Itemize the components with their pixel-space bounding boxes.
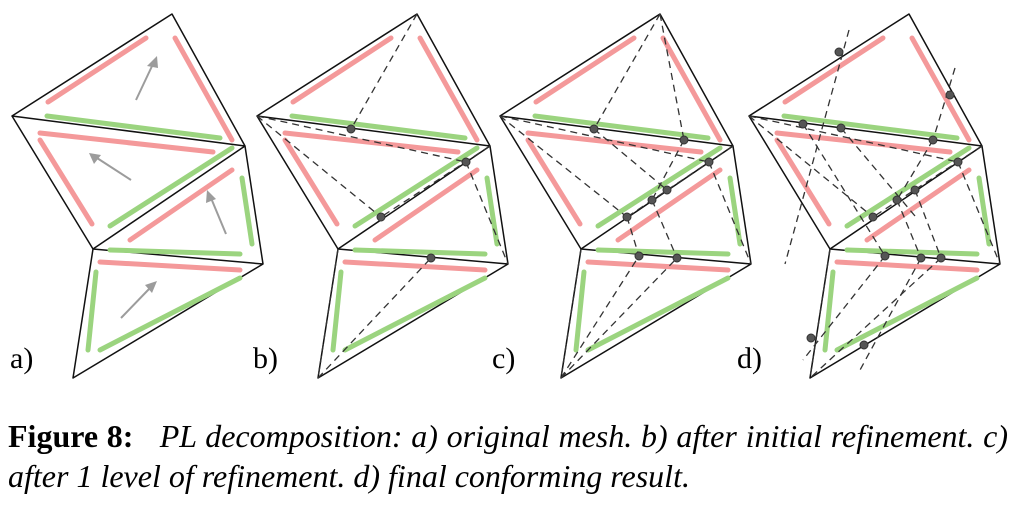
panel-a: a) xyxy=(10,14,263,378)
panel-b-label: b) xyxy=(253,342,278,375)
caption-lead: Figure 8: xyxy=(8,418,134,454)
refinement-dashes xyxy=(256,13,509,379)
refinement-points xyxy=(589,124,714,263)
panel-b: b) xyxy=(253,14,508,378)
flow-arrows xyxy=(89,56,227,319)
figure-caption: Figure 8: PL decomposition: a) original … xyxy=(8,416,1008,496)
refinement-points xyxy=(346,124,471,263)
panel-c-label: c) xyxy=(492,342,515,375)
figure-diagram: a) b) xyxy=(0,0,1016,410)
panel-d: d) xyxy=(737,14,1000,378)
refinement-dashes xyxy=(748,29,1001,379)
panel-c: c) xyxy=(492,14,751,378)
caption-body: PL decomposition: a) original mesh. b) a… xyxy=(8,418,1009,494)
refinement-points xyxy=(798,47,963,350)
panel-d-label: d) xyxy=(737,342,762,375)
refinement-dashes xyxy=(499,13,752,379)
panel-a-label: a) xyxy=(10,342,33,375)
